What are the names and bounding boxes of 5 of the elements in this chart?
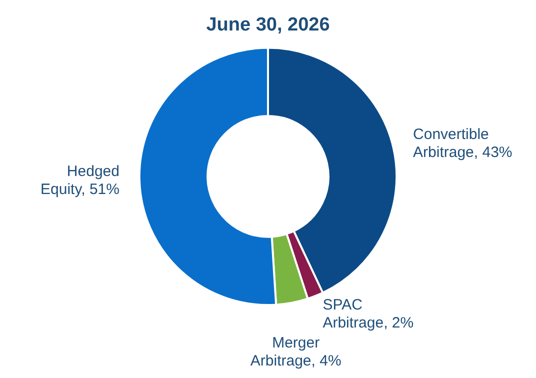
chart-title: June 30, 2026	[206, 14, 330, 36]
slice-label: SPAC Arbitrage, 2%	[322, 296, 414, 332]
slice-label: Hedged Equity, 51%	[40, 163, 120, 198]
slice-label: Convertible Arbitrage, 43%	[413, 126, 512, 162]
slice-label: Merger Arbitrage, 4%	[250, 334, 342, 370]
